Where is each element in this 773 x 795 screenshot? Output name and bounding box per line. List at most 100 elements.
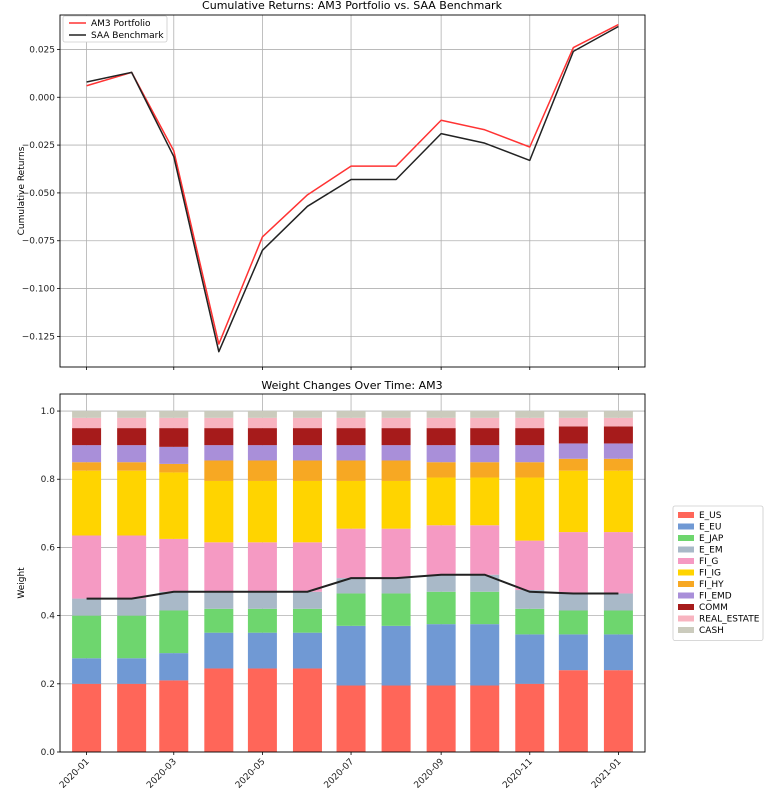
bar-segment-cash (204, 411, 234, 418)
bar-segment-fi-hy (603, 458, 633, 471)
bar-segment-fi-g (336, 528, 366, 579)
bar-segment-fi-g (72, 535, 102, 599)
bar-segment-e-us (292, 668, 322, 752)
legend-label-e-em: E_EM (699, 546, 723, 556)
top-x-ticks (86, 367, 619, 370)
legend-label-am3: AM3 Portfolio (91, 19, 151, 29)
bar-segment-real-estate (159, 417, 189, 429)
bar-segment-e-em (603, 593, 633, 611)
bar-segment-e-jap (292, 608, 322, 633)
bar-segment-fi-g (603, 532, 633, 594)
bar-segment-fi-g (159, 538, 189, 592)
bar-segment-e-eu (470, 624, 500, 686)
bar-segment-fi-g (381, 528, 411, 579)
legend-label-comm: COMM (699, 603, 728, 613)
bar-segment-e-us (72, 683, 102, 752)
bottom-y-axis-label: Weight (17, 567, 27, 599)
bottom-plot-frame (59, 393, 646, 753)
bar-segment-fi-g (247, 542, 277, 592)
bar-segment-e-em (426, 574, 456, 592)
legend-label-fi-g: FI_G (699, 557, 718, 567)
bar-segment-fi-hy (515, 462, 545, 478)
bottom-x-tick-label: 2021-01 (590, 757, 624, 791)
bar-segment-cash (336, 411, 366, 418)
bar-segment-e-jap (247, 608, 277, 633)
bar-segment-cash (381, 411, 411, 418)
top-plot-frame (59, 14, 646, 368)
bar-segment-e-eu (603, 634, 633, 671)
bottom-y-tick-label: 0.2 (41, 680, 55, 690)
bar-segment-fi-emd (204, 445, 234, 461)
bar-segment-fi-emd (159, 446, 189, 464)
bar-segment-real-estate (204, 417, 234, 429)
legend-swatch-fi-ig (678, 569, 694, 576)
bar-segment-fi-hy (247, 460, 277, 481)
top-y-tick-label: 0.000 (29, 93, 55, 103)
bar-segment-fi-ig (558, 470, 588, 533)
top-y-axis-label: Cumulative Returns (17, 146, 27, 235)
bar-segment-e-eu (159, 653, 189, 681)
bottom-x-tick-label: 2020-01 (58, 757, 92, 791)
bar-segment-e-jap (426, 591, 456, 625)
bar-segment-cash (292, 411, 322, 418)
bar-segment-e-us (159, 680, 189, 752)
bar-segment-comm (247, 428, 277, 446)
top-y-tick-label: −0.050 (22, 189, 56, 199)
legend-swatch-comm (678, 604, 694, 610)
bar-segment-fi-ig (426, 477, 456, 526)
bottom-y-tick-label: 1.0 (41, 407, 56, 417)
bar-segment-comm (204, 428, 234, 446)
bar-segment-fi-g (292, 542, 322, 592)
legend-label-e-jap: E_JAP (699, 534, 724, 544)
bar-segment-real-estate (117, 417, 147, 429)
cumulative-returns-chart: Cumulative Returns: AM3 Portfolio vs. SA… (17, 0, 646, 370)
legend-swatch-e-em (678, 546, 694, 553)
bar-segment-fi-hy (470, 462, 500, 478)
bar-segment-e-eu (558, 634, 588, 671)
bar-segment-fi-hy (117, 462, 147, 471)
bar-segment-real-estate (603, 417, 633, 427)
bar-segment-fi-hy (72, 462, 102, 471)
bar-segment-e-us (603, 670, 633, 752)
top-y-ticks: −0.125 −0.100 −0.075 −0.050 −0.025 0.000 0.025 (22, 45, 60, 342)
bar-segment-real-estate (72, 417, 102, 429)
bar-segment-fi-hy (336, 460, 366, 481)
bottom-x-tick-label: 2020-05 (234, 757, 268, 791)
bar-segment-comm (515, 428, 545, 446)
legend-label-fi-hy: FI_HY (699, 580, 724, 590)
bar-segment-comm (159, 428, 189, 447)
bottom-x-tick-label: 2020-07 (323, 757, 357, 791)
top-y-tick-label: −0.025 (22, 141, 55, 151)
bar-segment-comm (117, 428, 147, 446)
bar-segment-e-em (336, 578, 366, 594)
bar-segment-e-eu (292, 632, 322, 669)
bottom-x-tick-label: 2020-11 (501, 757, 535, 791)
bar-segment-fi-g (470, 525, 500, 575)
legend-swatch-e-us (678, 512, 694, 518)
bar-segment-e-us (381, 685, 411, 752)
bar-segment-e-eu (72, 658, 102, 684)
bar-segment-fi-ig (381, 480, 411, 529)
bar-segment-fi-ig (72, 470, 102, 536)
bar-segment-fi-ig (247, 480, 277, 543)
legend-swatch-e-jap (678, 535, 694, 541)
bar-segment-fi-g (117, 535, 147, 599)
bar-segment-fi-hy (381, 460, 411, 481)
legend-label-cash: CASH (699, 626, 724, 636)
top-grid (60, 15, 645, 367)
bar-segment-e-jap (603, 610, 633, 635)
bar-segment-comm (336, 428, 366, 446)
bottom-legend-box (672, 505, 764, 641)
legend-label-fi-ig: FI_IG (699, 569, 721, 579)
bar-segment-e-eu (515, 634, 545, 684)
bottom-y-tick-label: 0.8 (41, 475, 56, 485)
bar-segment-fi-emd (426, 445, 456, 463)
bar-segment-comm (72, 428, 102, 446)
bar-segment-real-estate (470, 417, 500, 429)
legend-swatch-real-estate (678, 615, 694, 622)
bar-segment-e-jap (72, 615, 102, 659)
bar-segment-fi-hy (204, 460, 234, 481)
bar-segment-e-em (292, 591, 322, 609)
